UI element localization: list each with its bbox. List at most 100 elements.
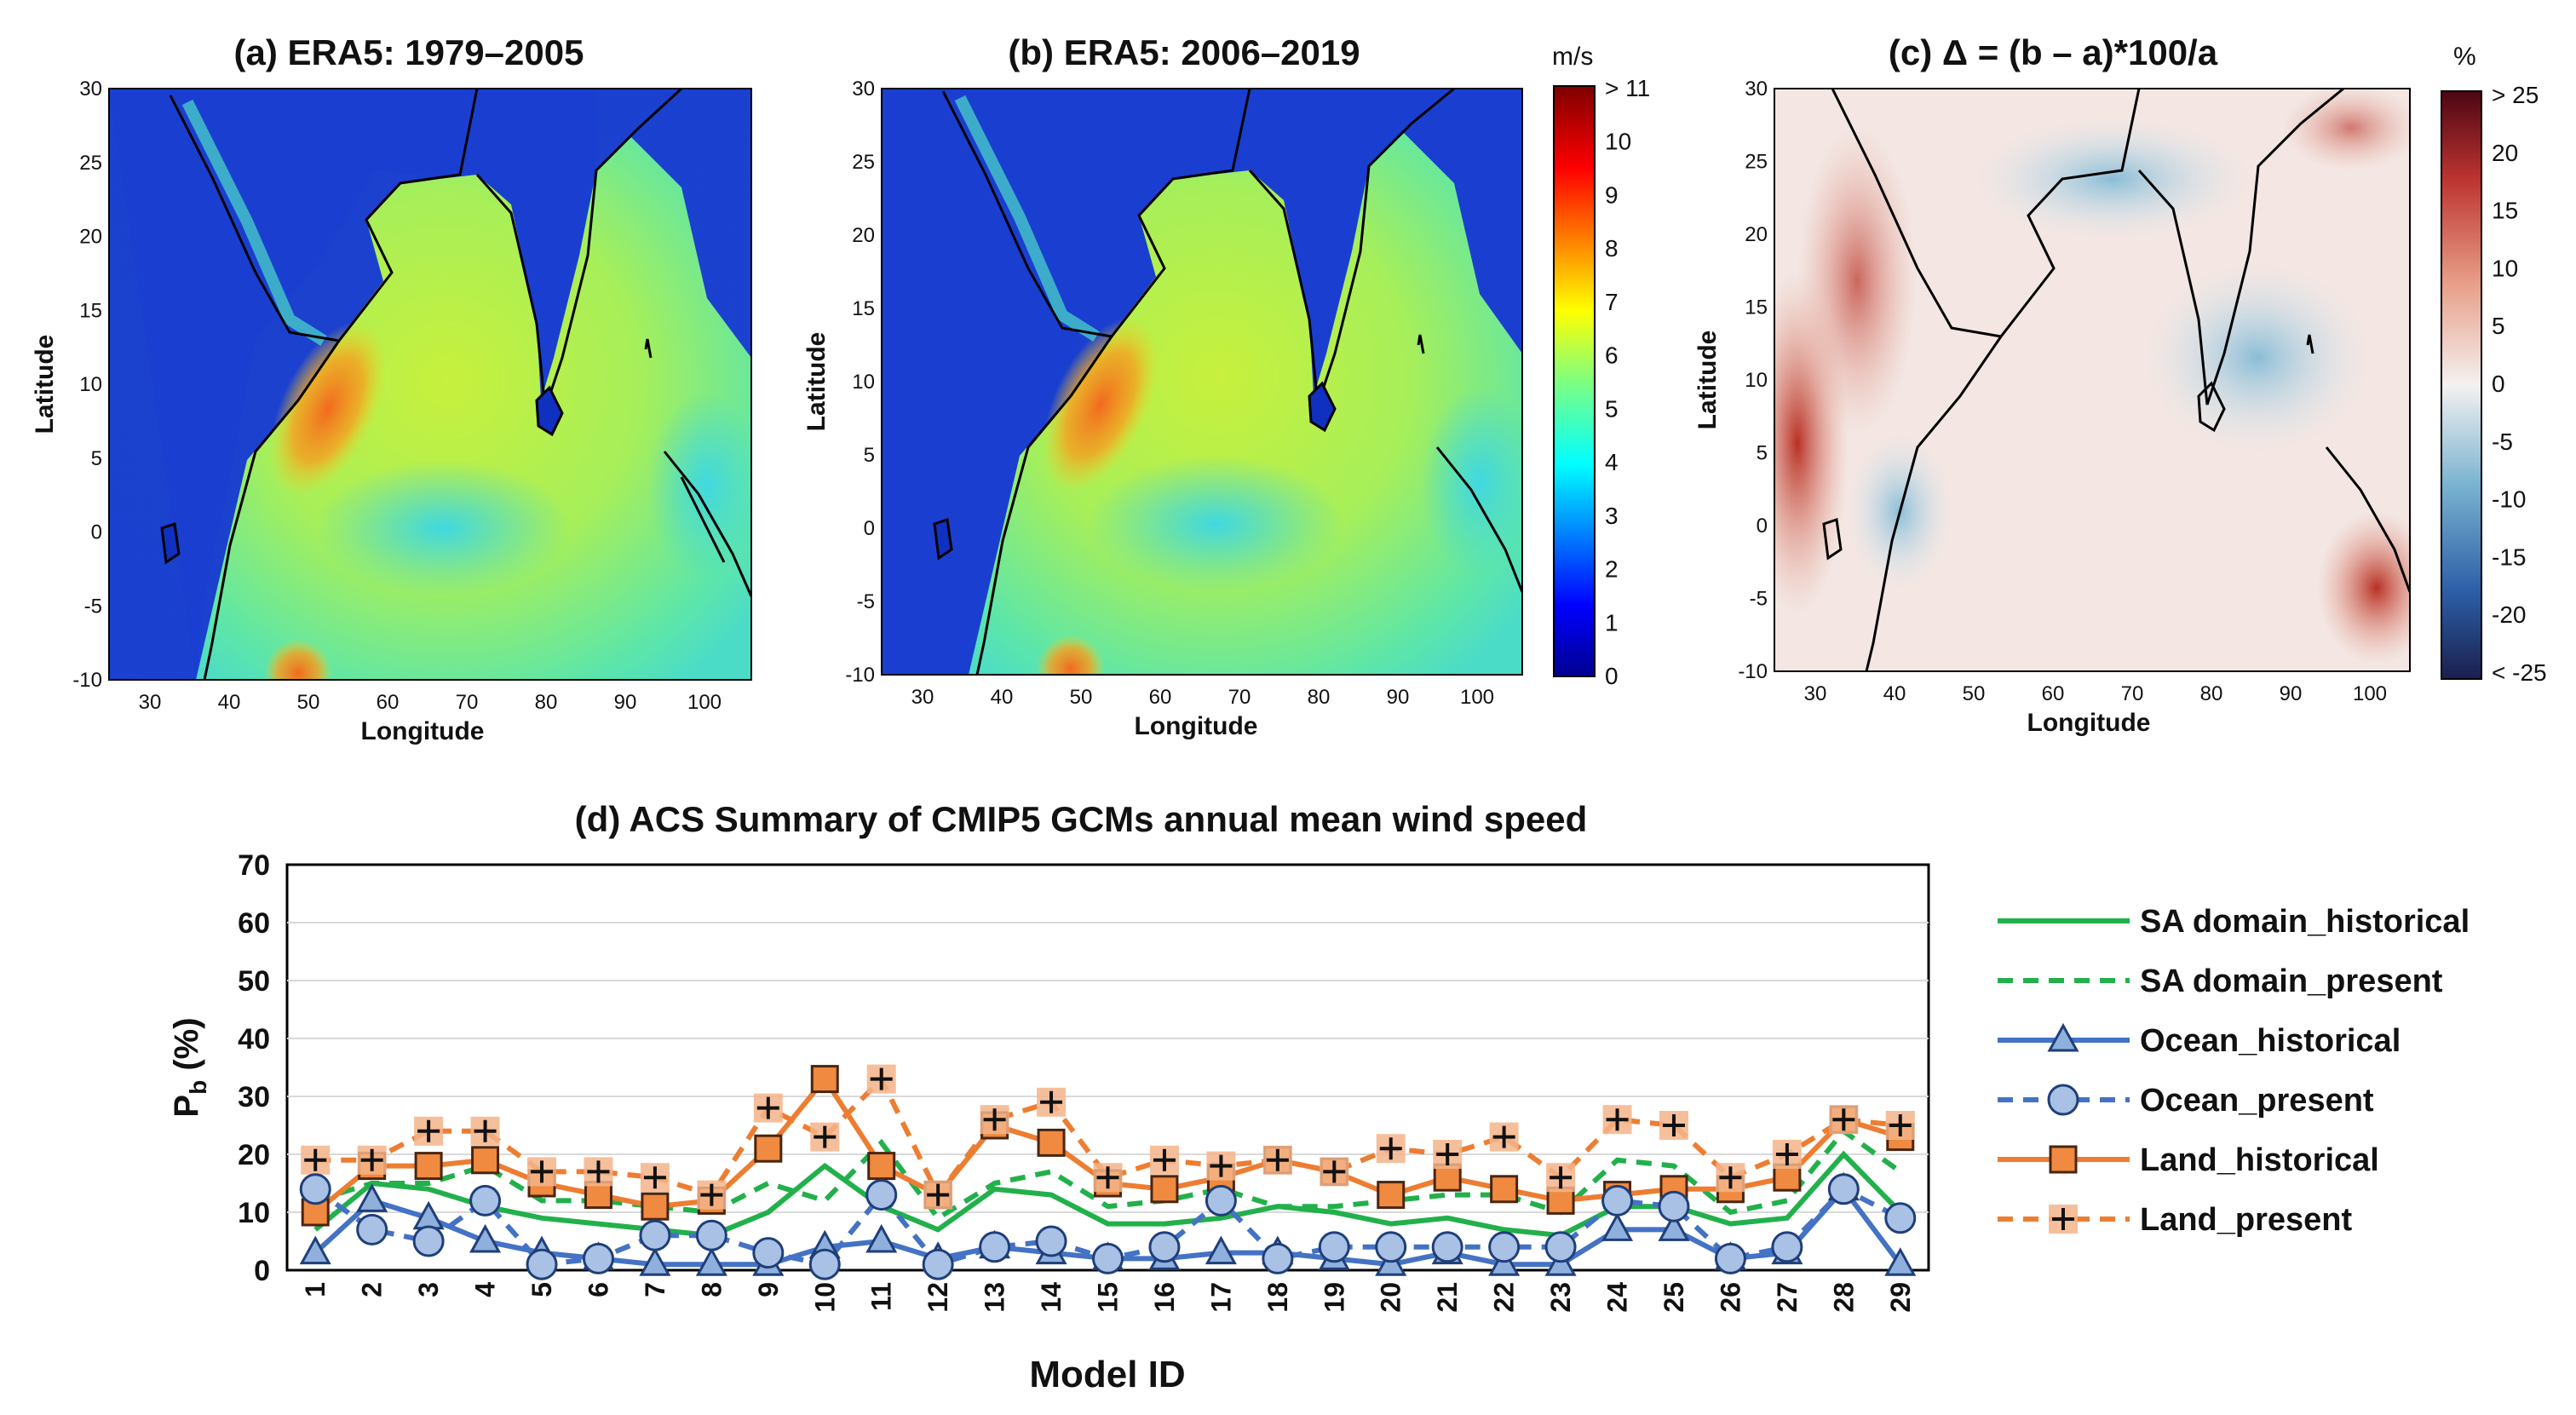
x-tick-label: 22 xyxy=(1489,1282,1520,1313)
colorbar-delta-tick: > 25 xyxy=(2492,82,2539,108)
x-tick-label: 10 xyxy=(809,1282,840,1313)
data-point xyxy=(866,1064,896,1094)
x-tick-label: 27 xyxy=(1772,1282,1803,1313)
colorbar-speed-tick: 8 xyxy=(1605,235,1619,262)
x-tick-label: 23 xyxy=(1545,1282,1576,1313)
legend-label: Land_historical xyxy=(2140,1142,2379,1178)
chart-title: (d) ACS Summary of CMIP5 GCMs annual mea… xyxy=(575,799,1588,839)
data-point xyxy=(1035,1225,1067,1257)
data-point-cross xyxy=(474,1119,497,1142)
colorbar-speed-tick: 3 xyxy=(1605,503,1619,529)
data-point xyxy=(299,1173,331,1205)
data-point-cross xyxy=(1436,1143,1459,1165)
x-tick-label: 19 xyxy=(1319,1282,1349,1313)
colorbar-speed-tick: 10 xyxy=(1605,129,1631,155)
colorbar-delta-tick: -20 xyxy=(2492,601,2526,628)
x-tick-label: 3 xyxy=(413,1282,444,1297)
map-a-lat-tick: 5 xyxy=(91,447,102,470)
x-tick-label: 14 xyxy=(1036,1282,1067,1313)
map-b-y-axis-label: Latitude xyxy=(802,332,831,432)
colorbar-delta-tick: 15 xyxy=(2492,198,2518,224)
data-point-cross xyxy=(700,1183,723,1206)
map-a-frame xyxy=(108,88,752,681)
legend-label: Ocean_present xyxy=(2140,1083,2374,1119)
data-point-cross xyxy=(756,1096,779,1119)
panel-b-title: (b) ERA5: 2006–2019 xyxy=(1008,32,1360,72)
map-c-lat-tick: 20 xyxy=(1745,223,1768,246)
colorbar-speed-tick: 7 xyxy=(1605,289,1619,315)
y-tick-label: 60 xyxy=(238,907,270,940)
map-a-lat-tick: 10 xyxy=(79,373,102,396)
x-tick-label: 18 xyxy=(1262,1282,1293,1313)
ylabel-unit: (%) xyxy=(168,1017,205,1079)
x-tick-label: 21 xyxy=(1432,1282,1463,1313)
series-line-sa-domain-historical xyxy=(313,1150,1902,1239)
colorbar-speed-tick: 5 xyxy=(1605,395,1619,422)
data-point xyxy=(1148,1231,1181,1263)
data-point xyxy=(640,1163,670,1193)
data-point xyxy=(582,1242,614,1274)
data-point xyxy=(1433,1140,1463,1169)
chart-legend: SA domain_historical SA domain_present Oce… xyxy=(1998,904,2470,1238)
data-point xyxy=(1037,1128,1066,1157)
legend-marker xyxy=(2047,1084,2079,1116)
map-b-lon-tick: 70 xyxy=(1228,686,1251,709)
data-point xyxy=(923,1180,953,1210)
data-point xyxy=(412,1225,445,1257)
x-tick-label: 4 xyxy=(470,1282,501,1297)
map-b-lat-tick: 0 xyxy=(864,517,875,540)
data-point xyxy=(357,1145,387,1175)
map-a-lon-tick: 50 xyxy=(297,691,320,714)
data-point-cross xyxy=(1550,1166,1573,1189)
map-c-lon-tick: 40 xyxy=(1883,682,1906,705)
colorbar-delta-tick: 10 xyxy=(2492,255,2518,281)
data-point xyxy=(1601,1212,1634,1241)
colorbar-delta-tick: 5 xyxy=(2492,313,2505,339)
y-tick-label: 30 xyxy=(238,1081,270,1113)
data-point-cross xyxy=(1889,1114,1912,1136)
map-a-lat-tick: 15 xyxy=(79,299,102,322)
chart-x-axis-label: Model ID xyxy=(1029,1354,1185,1395)
map-b-lat-tick: 15 xyxy=(852,297,875,320)
colorbar-speed xyxy=(1553,85,1596,677)
map-c-lat-tick: -5 xyxy=(1750,588,1768,611)
x-tick-label: 2 xyxy=(357,1282,388,1297)
colorbar-speed-unit: m/s xyxy=(1552,43,1594,71)
data-point xyxy=(1262,1242,1294,1274)
legend-label: Ocean_historical xyxy=(2140,1023,2401,1059)
colorbar-delta-tick: -10 xyxy=(2492,486,2526,513)
data-point xyxy=(1884,1247,1917,1276)
map-c-frame xyxy=(1774,88,2411,672)
x-tick-label: 28 xyxy=(1828,1282,1859,1313)
map-b-lat-tick: -10 xyxy=(845,664,875,687)
data-point xyxy=(527,1157,557,1187)
x-tick-label: 25 xyxy=(1659,1282,1689,1313)
data-point xyxy=(1658,1212,1690,1241)
colorbar-delta-unit: % xyxy=(2453,43,2476,71)
map-b-lon-tick: 100 xyxy=(1460,686,1494,709)
map-b-lon-tick: 30 xyxy=(911,686,934,709)
data-point xyxy=(1659,1111,1688,1140)
series-line-land-present xyxy=(315,1074,1901,1200)
map-c-lat-tick: 10 xyxy=(1745,369,1768,392)
map-a-lon-tick: 90 xyxy=(614,691,637,714)
y-tick-label: 40 xyxy=(238,1023,270,1055)
y-tick-label: 0 xyxy=(254,1255,270,1287)
data-point-cross xyxy=(983,1108,1006,1131)
chart-series xyxy=(299,1064,1917,1280)
data-point-cross xyxy=(1210,1154,1233,1177)
data-point xyxy=(639,1219,671,1251)
x-tick-label: 26 xyxy=(1715,1282,1745,1313)
map-c-lat-tick: 5 xyxy=(1757,442,1768,465)
map-a-lon-tick: 70 xyxy=(456,691,479,714)
data-point-cross xyxy=(417,1119,440,1142)
data-point xyxy=(1546,1163,1576,1193)
data-point xyxy=(526,1248,558,1280)
x-tick-label: 15 xyxy=(1093,1282,1124,1313)
map-b xyxy=(882,89,1522,675)
data-point xyxy=(414,1152,443,1181)
colorbar-speed-tick: > 11 xyxy=(1605,75,1650,101)
map-c-lon-tick: 100 xyxy=(2353,682,2387,705)
colorbar-delta-tick: 0 xyxy=(2492,371,2505,397)
